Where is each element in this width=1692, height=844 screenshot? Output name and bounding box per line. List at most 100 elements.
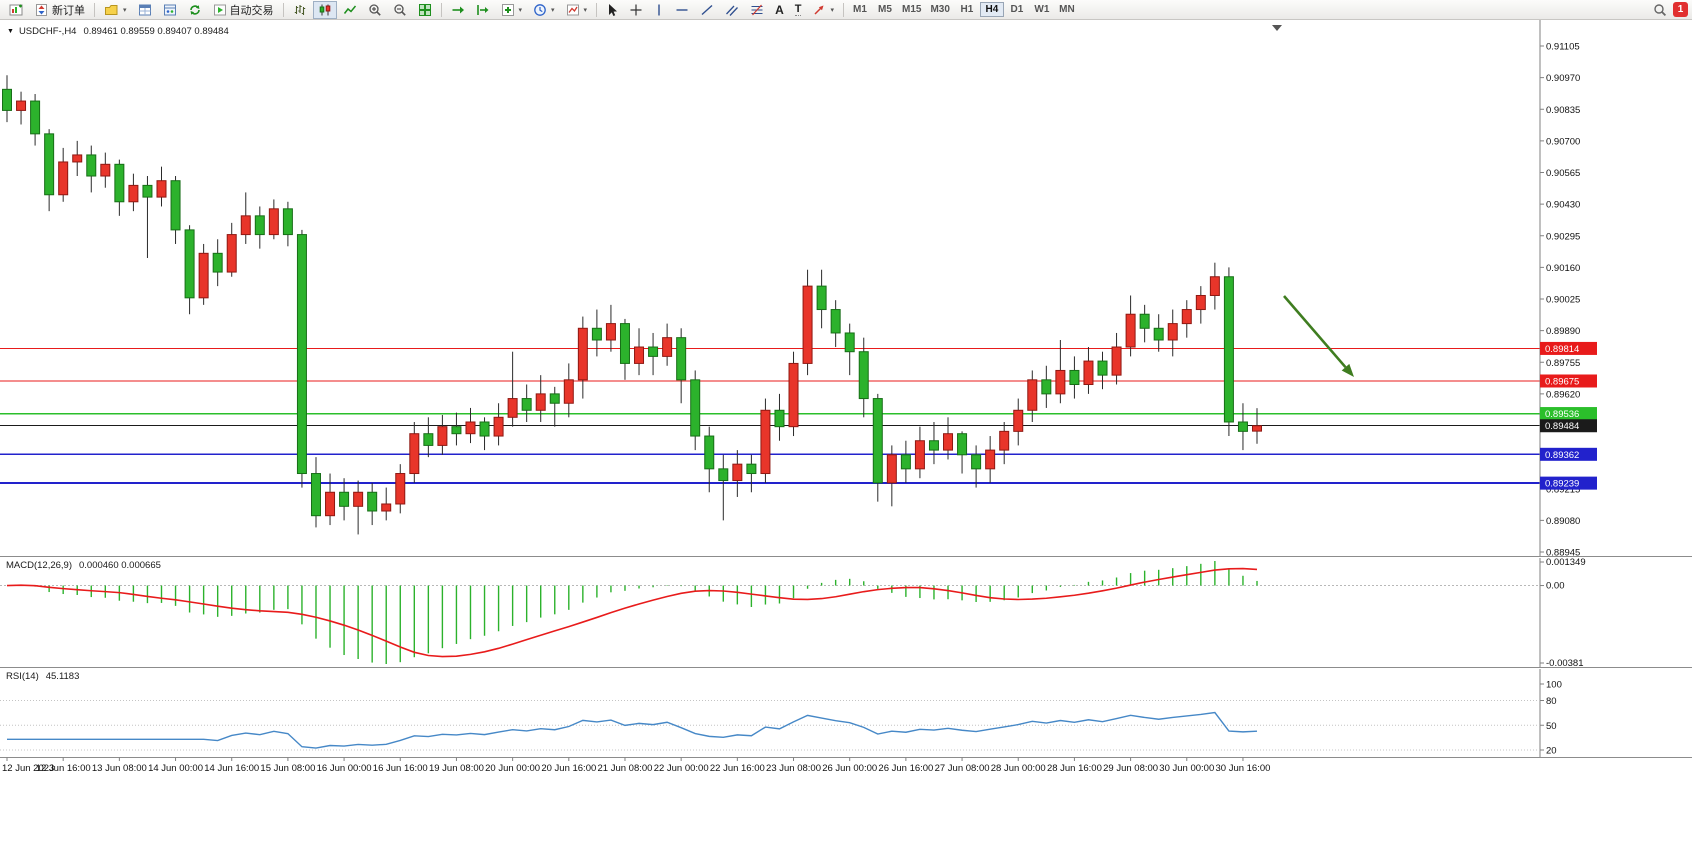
trendline-tool-button[interactable] — [695, 1, 719, 19]
time-axis-label: 26 Jun 00:00 — [822, 763, 877, 774]
data-window-button[interactable] — [158, 1, 182, 19]
arrows-icon — [814, 5, 824, 15]
timeframe-button-w1[interactable]: W1 — [1034, 4, 1050, 15]
candle-body — [465, 421, 476, 435]
timeframe-button-d1[interactable]: D1 — [1010, 4, 1024, 15]
price-tag-value: 0.89362 — [1545, 450, 1579, 461]
indicators-button[interactable]: ▾ — [496, 1, 528, 19]
new-order-label: 新订单 — [52, 4, 85, 17]
candle-body — [437, 426, 448, 446]
timeframe-button-m15[interactable]: M15 — [901, 4, 922, 15]
time-axis-label: 30 Jun 00:00 — [1159, 763, 1214, 774]
text-label-tool-button[interactable]: T — [790, 1, 807, 19]
candle-body — [1195, 294, 1206, 311]
timeframe-button-m30[interactable]: M30 — [930, 4, 950, 15]
templates-icon — [566, 4, 579, 15]
templates-button[interactable]: ▾ — [561, 1, 593, 19]
horizontal-line-icon — [676, 8, 688, 11]
zoom-in-button[interactable] — [363, 1, 387, 19]
crosshair-tool-button[interactable] — [624, 1, 648, 19]
new-chart-button[interactable] — [4, 1, 29, 19]
symbol-period-label: USDCHF-,H4 — [18, 26, 77, 37]
bar-chart-icon — [294, 4, 305, 15]
time-axis-label: 29 Jun 08:00 — [1103, 763, 1158, 774]
text-tool-button[interactable]: A — [770, 1, 789, 19]
fibonacci-tool-button[interactable] — [745, 1, 769, 19]
new-order-icon — [36, 3, 47, 16]
candle-body — [268, 208, 279, 236]
time-axis-label: 22 Jun 00:00 — [654, 763, 709, 774]
time-axis-label: 16 Jun 16:00 — [373, 763, 428, 774]
periods-clock-icon — [534, 3, 546, 16]
cursor-tool-button[interactable] — [601, 1, 623, 19]
autotrading-icon — [213, 4, 226, 15]
timeframe-button-h4[interactable]: H4 — [979, 2, 1004, 17]
arrows-tool-button[interactable]: ▾ — [807, 1, 839, 19]
channel-tool-button[interactable] — [720, 1, 744, 19]
macd-axis-label: 0.001349 — [1546, 557, 1586, 568]
candle-body — [353, 491, 364, 507]
zoom-out-icon — [393, 3, 406, 16]
rsi-axis-label: 20 — [1546, 746, 1557, 757]
search-button[interactable] — [1648, 1, 1672, 19]
vertical-line-tool-button[interactable] — [649, 1, 669, 19]
candle-body — [1069, 369, 1080, 386]
candlestick-mode-button[interactable] — [312, 0, 337, 19]
macd-indicator-label: MACD(12,26,9) 0.000460 0.000665 — [6, 560, 161, 571]
price-axis-label: 0.89620 — [1546, 389, 1580, 400]
candle-body — [1181, 309, 1192, 325]
candle-body — [535, 393, 546, 411]
candle-body — [1167, 323, 1178, 341]
candle-body — [381, 503, 392, 512]
periods-button[interactable]: ▾ — [528, 1, 560, 19]
autotrading-button[interactable]: 自动交易 — [208, 1, 279, 19]
chart-background — [0, 20, 1692, 844]
rsi-value: 45.1183 — [45, 671, 80, 682]
market-watch-button[interactable] — [133, 1, 157, 19]
timeframe-button-m1[interactable]: M1 — [853, 4, 867, 15]
candle-body — [142, 184, 153, 198]
timeframe-button-mn[interactable]: MN — [1059, 4, 1075, 15]
bar-chart-mode-button[interactable] — [288, 1, 312, 19]
price-axis-label: 0.90970 — [1546, 73, 1580, 84]
candle-body — [44, 133, 55, 196]
line-chart-mode-button[interactable] — [338, 1, 362, 19]
line-chart-icon — [343, 5, 356, 14]
refresh-button[interactable] — [183, 1, 207, 19]
price-axis-label: 0.89890 — [1546, 326, 1580, 337]
macd-axis-label: 0.00 — [1546, 581, 1565, 592]
price-axis-label: 0.90295 — [1546, 231, 1580, 242]
timeframe-button-m5[interactable]: M5 — [878, 4, 892, 15]
candle-body — [718, 468, 729, 482]
candle-body — [816, 285, 827, 311]
chart-shift-button[interactable] — [471, 1, 495, 19]
candlesticks[interactable] — [2, 75, 1263, 535]
candle-body — [704, 435, 715, 470]
zoom-out-button[interactable] — [388, 1, 412, 19]
candle-body — [16, 100, 27, 111]
timeframe-button-h1[interactable]: H1 — [960, 4, 974, 15]
price-tag-value: 0.89814 — [1545, 344, 1579, 355]
autotrading-label: 自动交易 — [229, 4, 274, 17]
candle-body — [1111, 346, 1122, 376]
fibonacci-icon — [751, 4, 763, 15]
candlestick-icon — [319, 4, 330, 15]
new-order-button[interactable]: 新订单 — [30, 1, 90, 19]
horizontal-line-tool-button[interactable] — [670, 1, 694, 19]
rsi-axis-label: 100 — [1546, 680, 1562, 691]
one-click-trading-toggle[interactable]: ▼ — [7, 28, 14, 35]
indicators-icon — [501, 3, 514, 16]
time-axis-label: 22 Jun 16:00 — [710, 763, 765, 774]
profiles-button[interactable]: ▾ — [99, 1, 132, 19]
chart-shift-marker[interactable] — [1272, 25, 1282, 31]
notification-badge[interactable]: 1 — [1673, 2, 1688, 17]
candle-body — [30, 100, 41, 135]
candle-body — [662, 337, 673, 357]
price-tag-value: 0.89536 — [1545, 409, 1579, 420]
new-chart-icon — [9, 4, 23, 15]
auto-scroll-button[interactable] — [446, 1, 470, 19]
tile-windows-button[interactable] — [413, 1, 437, 19]
trend-arrow-annotation[interactable] — [1283, 295, 1354, 377]
